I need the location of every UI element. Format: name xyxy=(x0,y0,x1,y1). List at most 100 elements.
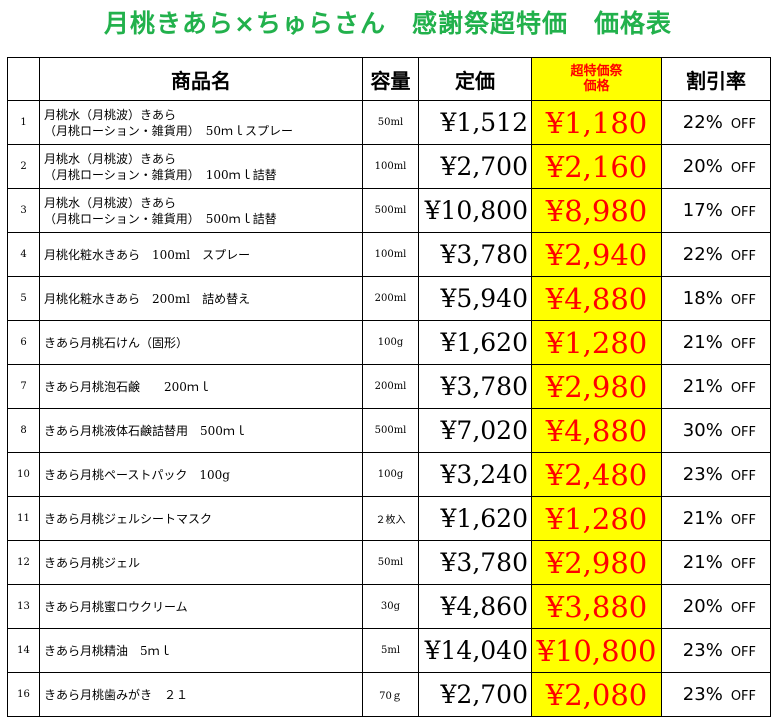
discount-off-label: OFF xyxy=(730,381,756,396)
header-product-name: 商品名 xyxy=(39,57,363,101)
table-row: 10 きあら月桃ペーストパック 100g 100g ¥3,240 ¥2,480 23% OF… xyxy=(7,452,771,497)
table-row: 1 月桃水（月桃波）きあら （月桃ローション・雑貨用） 50ｍｌスプレー 50ml ¥1… xyxy=(7,100,771,145)
product-name-line: きあら月桃精油 5ｍｌ xyxy=(44,643,172,658)
table-row: 6 きあら月桃石けん（固形） 100g ¥1,620 ¥1,280 21% OFF xyxy=(7,320,771,365)
volume: 100g xyxy=(362,452,419,497)
list-price: ¥2,700 xyxy=(418,672,532,717)
discount-percent: 21% xyxy=(682,376,723,397)
product-name-line: 月桃化粧水きあら 100ml スプレー xyxy=(44,247,251,262)
sale-price: ¥4,880 xyxy=(531,276,662,321)
discount-rate: 30% OFF xyxy=(661,408,771,453)
sale-price: ¥1,280 xyxy=(531,496,662,541)
header-list-price: 定価 xyxy=(418,57,532,101)
discount-off-label: OFF xyxy=(730,117,756,132)
product-name-line: （月桃ローション・雑貨用） 500ｍｌ詰替 xyxy=(44,211,277,226)
discount-off-label: OFF xyxy=(730,645,756,660)
sale-price: ¥10,800 xyxy=(531,628,662,673)
header-volume: 容量 xyxy=(362,57,419,101)
list-price: ¥14,040 xyxy=(418,628,532,673)
header-number xyxy=(7,57,40,101)
product-name: きあら月桃歯みがき ２１ xyxy=(39,672,363,717)
discount-percent: 21% xyxy=(682,332,723,353)
discount-percent: 20% xyxy=(682,156,723,177)
row-number: 4 xyxy=(7,232,40,277)
discount-percent: 23% xyxy=(682,464,723,485)
discount-off-label: OFF xyxy=(730,337,756,352)
discount-percent: 17% xyxy=(682,200,723,221)
discount-rate: 22% OFF xyxy=(661,100,771,145)
product-name-line: 月桃水（月桃波）きあら xyxy=(44,107,177,122)
table-row: 11 きあら月桃ジェルシートマスク ２枚入 ¥1,620 ¥1,280 21% OFF xyxy=(7,496,771,541)
discount-rate: 23% OFF xyxy=(661,628,771,673)
discount-rate: 21% OFF xyxy=(661,364,771,409)
discount-off-label: OFF xyxy=(730,425,756,440)
discount-percent: 23% xyxy=(682,640,723,661)
sale-price: ¥1,280 xyxy=(531,320,662,365)
discount-off-label: OFF xyxy=(730,513,756,528)
volume: 50ml xyxy=(362,100,419,145)
product-name: きあら月桃ジェルシートマスク xyxy=(39,496,363,541)
product-name: 月桃水（月桃波）きあら （月桃ローション・雑貨用） 500ｍｌ詰替 xyxy=(39,188,363,233)
page-title: 月桃きあら×ちゅらさん 感謝祭超特価 価格表 xyxy=(104,9,672,38)
discount-off-label: OFF xyxy=(730,601,756,616)
row-number: 1 xyxy=(7,100,40,145)
row-number: 8 xyxy=(7,408,40,453)
product-name-line: きあら月桃液体石鹸詰替用 500ｍｌ xyxy=(44,423,247,438)
product-name-line: きあら月桃蜜ロウクリーム xyxy=(44,599,188,614)
discount-off-label: OFF xyxy=(730,249,756,264)
product-name: きあら月桃ジェル xyxy=(39,540,363,585)
sale-price: ¥8,980 xyxy=(531,188,662,233)
header-sale-price: 超特価祭 価格 xyxy=(531,57,662,101)
volume: 200ml xyxy=(362,364,419,409)
volume: 70ｇ xyxy=(362,672,419,717)
product-name-line: （月桃ローション・雑貨用） 100ｍｌ詰替 xyxy=(44,167,277,182)
product-name-line: きあら月桃ジェル xyxy=(44,555,141,570)
sale-price: ¥4,880 xyxy=(531,408,662,453)
volume: 500ml xyxy=(362,188,419,233)
product-name-line: きあら月桃ペーストパック 100g xyxy=(44,467,230,482)
volume: 50ml xyxy=(362,540,419,585)
discount-rate: 21% OFF xyxy=(661,496,771,541)
table-row: 7 きあら月桃泡石鹸 200ｍｌ 200ml ¥3,780 ¥2,980 21% OFF xyxy=(7,364,771,409)
discount-off-label: OFF xyxy=(730,205,756,220)
list-price: ¥5,940 xyxy=(418,276,532,321)
product-name-line: 月桃化粧水きあら 200ml 詰め替え xyxy=(44,291,251,306)
discount-percent: 20% xyxy=(682,596,723,617)
product-name: きあら月桃精油 5ｍｌ xyxy=(39,628,363,673)
sale-price: ¥1,180 xyxy=(531,100,662,145)
list-price: ¥3,780 xyxy=(418,232,532,277)
discount-rate: 22% OFF xyxy=(661,232,771,277)
row-number: 11 xyxy=(7,496,40,541)
discount-rate: 17% OFF xyxy=(661,188,771,233)
row-number: 14 xyxy=(7,628,40,673)
product-name: きあら月桃蜜ロウクリーム xyxy=(39,584,363,629)
product-name-line: きあら月桃ジェルシートマスク xyxy=(44,511,213,526)
list-price: ¥2,700 xyxy=(418,144,532,189)
discount-off-label: OFF xyxy=(730,469,756,484)
product-name: きあら月桃ペーストパック 100g xyxy=(39,452,363,497)
product-name-line: きあら月桃石けん（固形） xyxy=(44,335,189,350)
volume: 500ml xyxy=(362,408,419,453)
sale-price: ¥2,080 xyxy=(531,672,662,717)
product-name: きあら月桃液体石鹸詰替用 500ｍｌ xyxy=(39,408,363,453)
list-price: ¥3,780 xyxy=(418,540,532,585)
list-price: ¥4,860 xyxy=(418,584,532,629)
table-body: 1 月桃水（月桃波）きあら （月桃ローション・雑貨用） 50ｍｌスプレー 50ml ¥1… xyxy=(7,100,771,717)
volume: 200ml xyxy=(362,276,419,321)
discount-percent: 30% xyxy=(682,420,723,441)
table-row: 12 きあら月桃ジェル 50ml ¥3,780 ¥2,980 21% OFF xyxy=(7,540,771,585)
row-number: 7 xyxy=(7,364,40,409)
discount-off-label: OFF xyxy=(730,293,756,308)
discount-rate: 18% OFF xyxy=(661,276,771,321)
table-header-row: 商品名 容量 定価 超特価祭 価格 割引率 xyxy=(7,57,771,101)
volume: 100ml xyxy=(362,144,419,189)
list-price: ¥7,020 xyxy=(418,408,532,453)
volume: ２枚入 xyxy=(362,496,419,541)
product-name-line: 月桃水（月桃波）きあら xyxy=(44,151,177,166)
sale-price: ¥2,160 xyxy=(531,144,662,189)
row-number: 3 xyxy=(7,188,40,233)
product-name: きあら月桃石けん（固形） xyxy=(39,320,363,365)
table-row: 8 きあら月桃液体石鹸詰替用 500ｍｌ 500ml ¥7,020 ¥4,880 30% O… xyxy=(7,408,771,453)
product-name: 月桃化粧水きあら 100ml スプレー xyxy=(39,232,363,277)
table-row: 3 月桃水（月桃波）きあら （月桃ローション・雑貨用） 500ｍｌ詰替 500ml ¥1… xyxy=(7,188,771,233)
